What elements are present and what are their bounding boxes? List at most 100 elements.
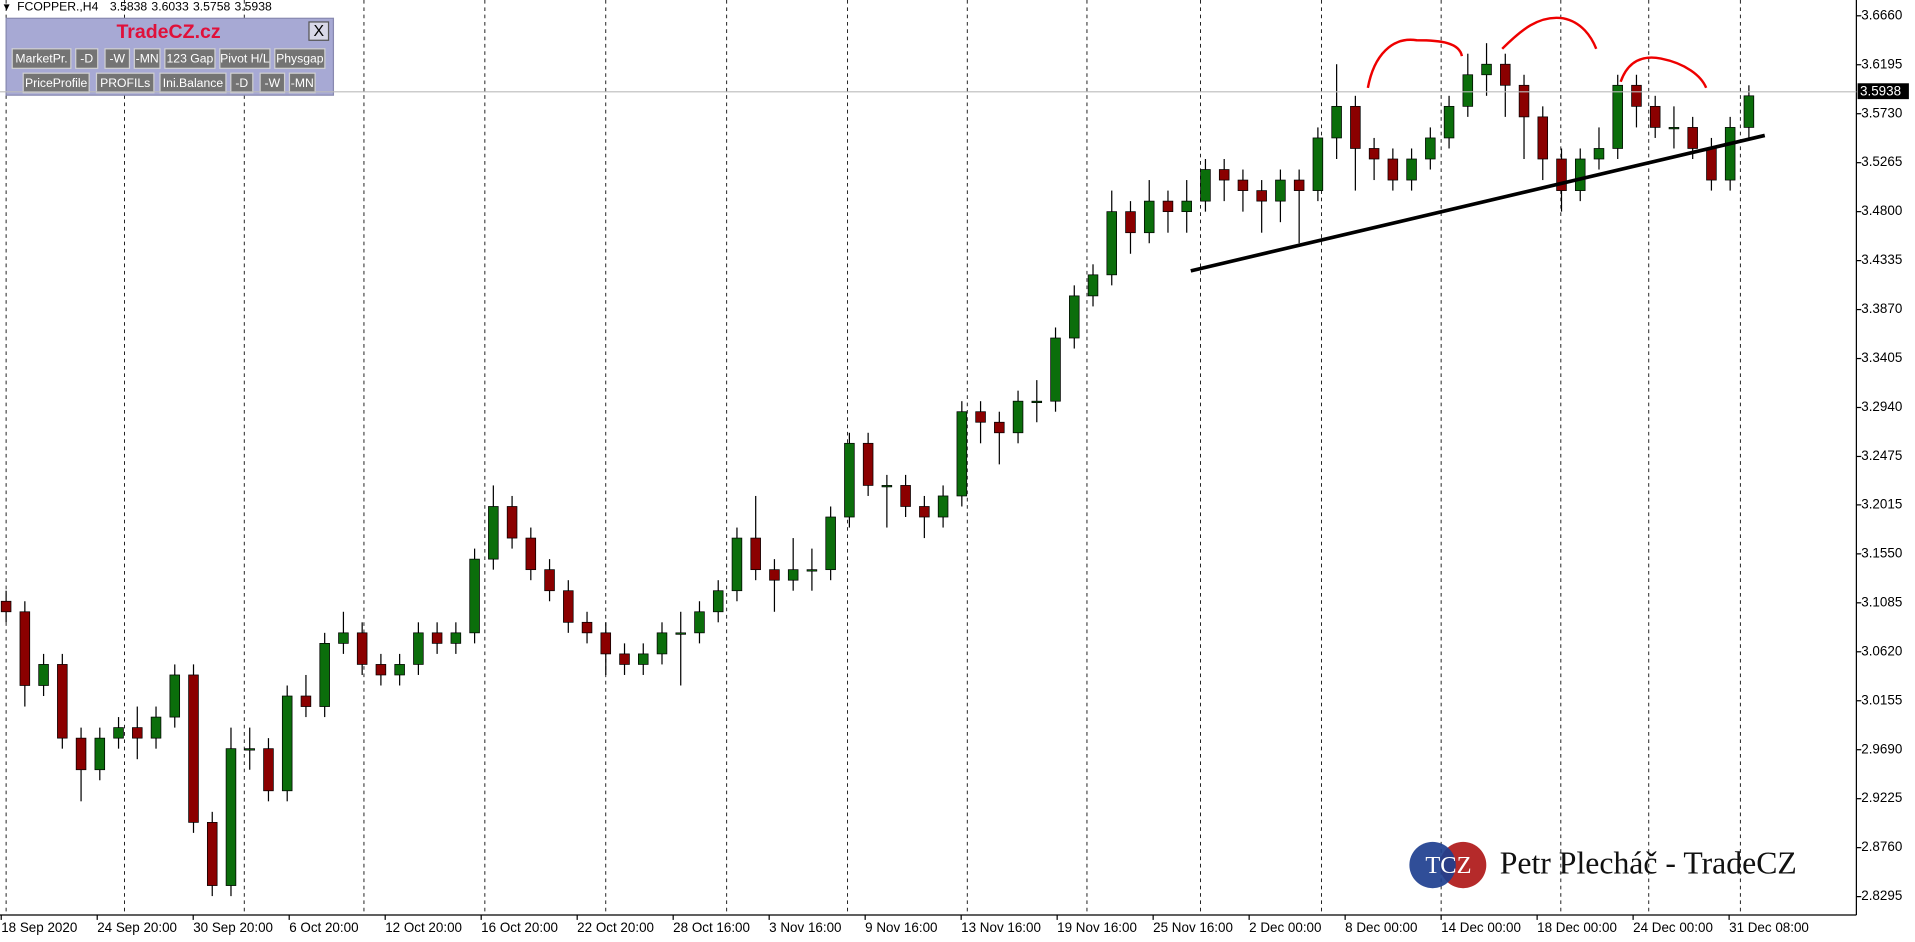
x-tick-label: 6 Oct 20:00	[289, 920, 358, 935]
x-tick-label: 25 Nov 16:00	[1153, 920, 1233, 935]
candle-body	[206, 822, 218, 886]
candle-body	[1518, 84, 1530, 118]
y-tick-label: 3.0620	[1861, 643, 1902, 658]
candle-body	[1087, 274, 1099, 297]
x-tick-label: 12 Oct 20:00	[385, 920, 462, 935]
candle-body	[1406, 158, 1417, 181]
close-label: X	[313, 23, 324, 40]
head-arc	[1501, 16, 1598, 50]
toolbar-button[interactable]	[75, 48, 99, 69]
candle-body	[844, 442, 855, 518]
candle-body	[1012, 400, 1024, 434]
candle-body	[1275, 179, 1286, 202]
x-tick-label: 19 Nov 16:00	[1057, 920, 1137, 935]
header-value: 3.5938	[234, 0, 272, 14]
shoulder-arc	[1619, 56, 1708, 89]
y-tick-label: 3.4800	[1861, 203, 1902, 218]
candle-body	[469, 558, 480, 634]
candle-body	[656, 632, 668, 655]
toolbar: TradeCZ.cz X MarketPr. -D -W -MN 123 Gap Pivo…	[5, 17, 335, 96]
x-tick-label: 18 Dec 00:00	[1537, 920, 1617, 935]
candle-body	[1425, 137, 1436, 160]
candle-body	[1612, 84, 1623, 149]
candle-body	[563, 590, 574, 623]
candle-body	[132, 727, 143, 739]
candle-body	[1593, 148, 1605, 160]
toolbar-button[interactable]	[133, 48, 161, 69]
toolbar-button[interactable]	[230, 72, 254, 94]
candle-body	[694, 611, 705, 634]
toolbar-button[interactable]	[104, 48, 131, 69]
toolbar-button[interactable]	[164, 48, 216, 69]
candle-body	[1069, 295, 1080, 339]
candle-body	[1462, 74, 1474, 107]
last-price-box	[1857, 83, 1909, 100]
toolbar-button[interactable]	[274, 48, 326, 69]
candle-body	[1443, 105, 1455, 139]
candle-body	[731, 537, 743, 592]
candle-body	[1162, 200, 1174, 213]
candle-body	[600, 632, 612, 655]
y-tick-label: 3.1550	[1861, 545, 1902, 560]
y-tick-label: 3.6660	[1861, 7, 1902, 22]
candle-body	[113, 727, 124, 739]
x-tick-label: 31 Dec 08:00	[1729, 920, 1809, 935]
candle-body	[319, 643, 330, 707]
toolbar-button[interactable]	[219, 48, 271, 69]
y-tick-label: 3.6195	[1861, 56, 1902, 71]
candle-body	[1143, 200, 1155, 234]
y-tick-label: 2.9225	[1861, 790, 1902, 805]
y-tick-label: 3.5730	[1861, 105, 1902, 120]
candle-body	[1631, 84, 1642, 107]
x-tick-label: 24 Sep 20:00	[97, 920, 177, 935]
shoulder-arc	[1366, 38, 1464, 89]
time-grid	[5, 0, 1741, 916]
toolbar-title: TradeCZ.cz	[116, 21, 220, 43]
candle-body	[619, 653, 630, 665]
toolbar-button-label: -W	[109, 51, 125, 65]
candle-body	[1724, 127, 1736, 181]
candle-body	[1312, 137, 1324, 191]
candle-body	[506, 506, 518, 539]
toolbar-button-label: 123 Gap	[167, 51, 214, 65]
candle-body	[375, 664, 387, 676]
candle-body	[57, 664, 68, 739]
logo-circle	[1409, 841, 1456, 889]
header-triangle: ▾	[4, 0, 10, 14]
candle-body	[394, 664, 405, 676]
header-value: 3.6033	[151, 0, 189, 14]
candle-body	[675, 632, 686, 635]
toolbar-button-label: Physgap	[276, 51, 324, 65]
last-price-label: 3.5938	[1860, 83, 1901, 98]
candles	[0, 43, 1755, 897]
candle-body	[712, 590, 724, 613]
candle-body	[1050, 337, 1061, 402]
y-tick-label: 2.8295	[1861, 888, 1902, 903]
toolbar-button[interactable]	[288, 72, 316, 94]
close-button[interactable]	[308, 21, 330, 41]
candle-body	[450, 632, 462, 644]
toolbar-button[interactable]	[22, 72, 90, 94]
toolbar-button-label: -MN	[291, 76, 314, 90]
candle-body	[769, 569, 780, 581]
candle-body	[862, 442, 874, 486]
toolbar-button[interactable]	[259, 72, 286, 94]
x-tick-label: 9 Nov 16:00	[865, 920, 937, 935]
candle-body	[787, 569, 799, 581]
toolbar-button-label: Pivot H/L	[220, 51, 270, 65]
candle-body	[338, 632, 349, 644]
y-tick-label: 3.3405	[1861, 350, 1902, 365]
x-tick-label: 16 Oct 20:00	[481, 920, 558, 935]
candle-body	[994, 421, 1005, 434]
candle-body	[638, 653, 649, 665]
y-tick-label: 3.2475	[1861, 448, 1902, 463]
toolbar-button[interactable]	[95, 72, 155, 94]
candle-body	[19, 611, 31, 686]
toolbar-button[interactable]	[11, 48, 72, 69]
header-value: 3.5838	[110, 0, 148, 14]
candle-body	[431, 632, 443, 644]
toolbar-button[interactable]	[159, 72, 227, 94]
candle-body	[263, 748, 274, 792]
trend-line	[1190, 133, 1766, 273]
